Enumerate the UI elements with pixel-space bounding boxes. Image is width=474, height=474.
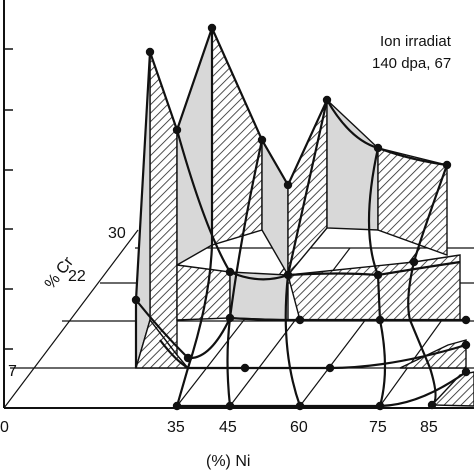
surface-node-24 — [375, 401, 385, 411]
cr-tick-7: 7 — [8, 363, 17, 380]
ni-tick-75: 75 — [369, 419, 387, 436]
annotation-line-2: 140 dpa, 67 — [372, 55, 451, 72]
ni-tick-60: 60 — [290, 419, 308, 436]
surface-node-23 — [295, 401, 305, 411]
ni-tick-45: 45 — [219, 419, 237, 436]
surface-node-19 — [325, 363, 335, 373]
surface-node-6 — [373, 143, 383, 153]
surface-node-7 — [442, 160, 452, 170]
left-axis-ticks — [4, 48, 13, 350]
surface-node-5 — [322, 95, 332, 105]
surface-node-0 — [145, 47, 155, 57]
surface-node-11 — [409, 257, 419, 267]
surface-node-21 — [172, 401, 182, 411]
surface-node-4 — [283, 180, 293, 190]
surface-node-15 — [295, 315, 305, 325]
cr-tick-22: 22 — [68, 268, 86, 285]
surface-node-12 — [131, 295, 141, 305]
surface-node-14 — [225, 313, 235, 323]
curve-ni-right — [407, 164, 449, 406]
surface-node-3 — [257, 135, 267, 145]
wall-35-ni — [149, 51, 178, 358]
surface-node-16 — [375, 315, 385, 325]
surface-node-20 — [461, 340, 471, 350]
ni-tick-0: 0 — [0, 419, 9, 436]
wall-85-right — [377, 147, 448, 256]
surface-node-13 — [183, 353, 193, 363]
surface-node-18 — [240, 363, 250, 373]
surface-node-8 — [225, 267, 235, 277]
surface-node-2 — [172, 125, 182, 135]
wall-75-right — [326, 98, 379, 231]
cr-tick-30: 30 — [108, 225, 126, 242]
wall-60-peak — [261, 137, 289, 278]
surface-node-25 — [427, 400, 437, 410]
curve-ni60 — [226, 139, 264, 407]
ni-tick-85: 85 — [420, 419, 438, 436]
surface-node-17 — [461, 315, 471, 325]
curve-cr15-ridge — [135, 299, 466, 360]
surface-nodes — [131, 23, 471, 411]
surface-node-1 — [207, 23, 217, 33]
surface-node-9 — [283, 270, 293, 280]
wall-front-right — [287, 254, 461, 321]
wall-right-front — [430, 371, 474, 407]
ni-axis-label: (%) Ni — [206, 453, 250, 470]
wall-peak-45-right — [211, 27, 263, 246]
surface-node-10 — [373, 270, 383, 280]
surface-node-26 — [461, 367, 471, 377]
curve-front-ridge — [177, 371, 467, 408]
surface-node-22 — [225, 401, 235, 411]
annotation-line-1: Ion irradiat — [380, 33, 452, 50]
ni-tick-35: 35 — [167, 419, 185, 436]
curve-cr30-ridge — [148, 25, 448, 188]
